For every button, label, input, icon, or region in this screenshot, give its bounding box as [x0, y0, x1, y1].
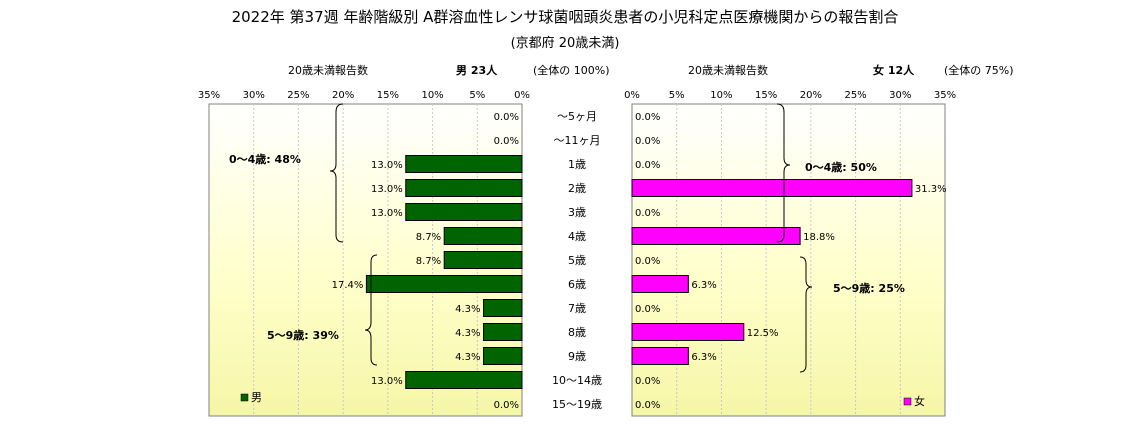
female-0-4-brace	[776, 103, 791, 243]
male-data-label: 8.7%	[416, 256, 441, 267]
female-bar	[631, 179, 913, 197]
male-bar	[405, 203, 523, 221]
female-axis-tick-label: 5%	[669, 90, 685, 101]
category-label: 4歳	[568, 230, 586, 243]
male-data-label: 4.3%	[455, 304, 480, 315]
male-axis-tick-label: 30%	[243, 90, 265, 101]
female-data-label: 0.0%	[635, 112, 660, 123]
male-axis-tick-label: 35%	[198, 90, 220, 101]
chart-title: 2022年 第37週 年齢階級別 A群溶血性レンサ球菌咽頭炎患者の小児科定点医療…	[231, 8, 899, 26]
female-data-label: 0.0%	[635, 160, 660, 171]
chart-subtitle: (京都府 20歳未満)	[510, 36, 620, 51]
female-axis-tick-label: 25%	[844, 90, 866, 101]
male-data-label: 13.0%	[371, 184, 403, 195]
category-label: 6歳	[568, 278, 586, 291]
female-legend-label: 女	[914, 394, 925, 408]
male-data-label: 13.0%	[371, 208, 403, 219]
male-0-4-brace	[329, 103, 344, 243]
male-bar	[405, 155, 523, 173]
male-legend-swatch	[240, 393, 249, 402]
female-bar	[631, 275, 689, 293]
category-label: 8歳	[568, 326, 586, 339]
female-5-9-annotation: 5～9歳: 25%	[833, 281, 905, 295]
male-0-4-annotation: 0～4歳: 48%	[229, 152, 301, 166]
female-axis-tick-label: 30%	[889, 90, 911, 101]
category-label: 1歳	[568, 158, 586, 171]
female-bar	[631, 347, 689, 365]
male-data-label: 17.4%	[332, 280, 364, 291]
female-5-9-brace	[799, 256, 813, 373]
male-bar	[365, 275, 523, 293]
category-label: 15～19歳	[552, 398, 602, 411]
female-axis-tick-label: 10%	[710, 90, 732, 101]
male-data-label: 4.3%	[455, 352, 480, 363]
male-bar	[443, 227, 523, 245]
female-legend-swatch	[903, 397, 912, 406]
male-bar	[483, 299, 523, 317]
male-data-label: 13.0%	[371, 376, 403, 387]
male-data-label: 0.0%	[494, 112, 519, 123]
female-bar	[631, 227, 801, 245]
male-axis-tick-label: 20%	[332, 90, 354, 101]
female-data-label: 12.5%	[747, 328, 779, 339]
male-axis-tick-label: 10%	[421, 90, 443, 101]
female-data-label: 0.0%	[635, 400, 660, 411]
category-label: 5歳	[568, 254, 586, 267]
category-label: 10～14歳	[552, 374, 602, 387]
female-data-label: 31.3%	[915, 184, 947, 195]
male-5-9-annotation: 5～9歳: 39%	[267, 328, 339, 342]
male-data-label: 4.3%	[455, 328, 480, 339]
male-data-label: 0.0%	[494, 400, 519, 411]
male-axis-tick-label: 0%	[514, 90, 530, 101]
male-bar	[483, 347, 523, 365]
category-label: 2歳	[568, 182, 586, 195]
female-data-label: 0.0%	[635, 208, 660, 219]
male-legend-label: 男	[251, 391, 262, 404]
male-axis-tick-label: 25%	[287, 90, 309, 101]
female-axis-tick-label: 15%	[755, 90, 777, 101]
female-data-label: 0.0%	[635, 256, 660, 267]
category-label: 7歳	[568, 302, 586, 315]
female-data-label: 0.0%	[635, 376, 660, 387]
female-data-label: 6.3%	[691, 280, 716, 291]
category-label: ～11ヶ月	[554, 134, 601, 147]
male-summary: 男 23人	[456, 64, 498, 77]
male-data-label: 8.7%	[416, 232, 441, 243]
female-data-label: 0.0%	[635, 136, 660, 147]
male-5-9-brace	[364, 254, 378, 366]
female-data-label: 6.3%	[691, 352, 716, 363]
male-bar	[405, 371, 523, 389]
male-axis-tick-label: 5%	[469, 90, 485, 101]
female-summary: 女 12人	[873, 64, 915, 77]
female-data-label: 18.8%	[803, 232, 835, 243]
female-data-label: 0.0%	[635, 304, 660, 315]
female-plot-area	[631, 103, 946, 417]
male-data-label: 13.0%	[371, 160, 403, 171]
female-share: (全体の 75%)	[944, 64, 1014, 77]
category-label: 3歳	[568, 206, 586, 219]
category-label: 9歳	[568, 350, 586, 363]
female-0-4-annotation: 0～4歳: 50%	[805, 160, 877, 174]
male-bar	[405, 179, 523, 197]
female-axis-tick-label: 0%	[624, 90, 640, 101]
category-label: ～5ヶ月	[557, 110, 597, 123]
male-bar	[443, 251, 523, 269]
male-count-label: 20歳未満報告数	[288, 64, 368, 77]
male-data-label: 0.0%	[494, 136, 519, 147]
female-bar	[631, 323, 745, 341]
female-count-label: 20歳未満報告数	[688, 64, 768, 77]
female-axis-tick-label: 35%	[934, 90, 956, 101]
female-axis-tick-label: 20%	[800, 90, 822, 101]
male-bar	[483, 323, 523, 341]
male-share: (全体の 100%)	[533, 64, 610, 77]
male-axis-tick-label: 15%	[377, 90, 399, 101]
